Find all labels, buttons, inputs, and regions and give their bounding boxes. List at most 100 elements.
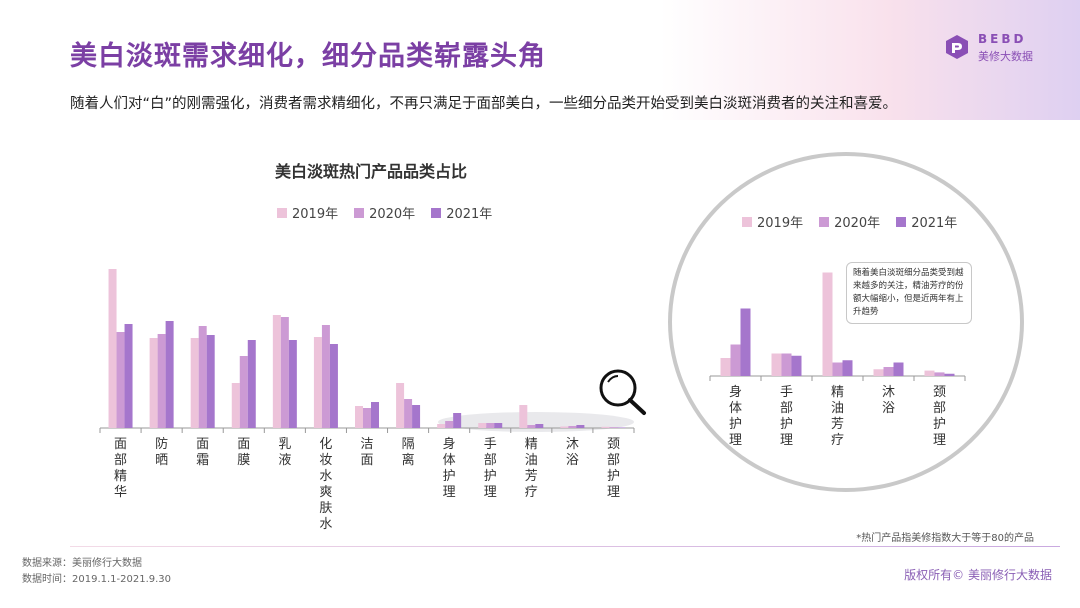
bar-2021年-颈部护理 bbox=[617, 427, 626, 428]
footer-divider bbox=[70, 546, 1060, 547]
bar-2021年-精油芳疗 bbox=[535, 424, 544, 428]
legend-item-2020: 2020年 bbox=[354, 203, 415, 222]
bar-2021年-手部护理 bbox=[494, 423, 503, 428]
bar-2020年-沐浴 bbox=[568, 426, 577, 428]
bar-2021年-洁面 bbox=[371, 402, 379, 428]
bar-2019年-精油芳疗 bbox=[822, 272, 833, 376]
category-label: 化妆水爽肤水 bbox=[319, 437, 332, 532]
callout-annotation: 随着美白淡斑细分品类受到越来越多的关注，精油芳疗的份额大幅缩小，但是近两年有上升… bbox=[846, 262, 972, 324]
bar-2020年-精油芳疗 bbox=[832, 362, 843, 376]
bar-2020年-面膜 bbox=[239, 356, 248, 428]
bar-2021年-化妆水爽肤水 bbox=[329, 344, 338, 428]
bar-2020年-颈部护理 bbox=[609, 427, 618, 428]
category-label: 颈部护理 bbox=[933, 385, 946, 448]
legend-item-2020: 2020年 bbox=[819, 212, 880, 231]
bar-2021年-隔离 bbox=[412, 405, 421, 428]
bar-2021年-防晒 bbox=[165, 321, 174, 428]
bar-2019年-沐浴 bbox=[873, 369, 884, 376]
bar-2019年-隔离 bbox=[396, 383, 405, 428]
bar-2020年-乳液 bbox=[280, 317, 289, 428]
bar-2021年-手部护理 bbox=[791, 355, 802, 376]
bar-2019年-手部护理 bbox=[771, 353, 782, 376]
logo-text-en: BEBD bbox=[978, 32, 1027, 46]
header-decoration bbox=[660, 0, 1080, 120]
footnote: *热门产品指美修指数大于等于80的产品 bbox=[856, 533, 1034, 544]
bar-2020年-精油芳疗 bbox=[527, 425, 536, 428]
bar-2019年-颈部护理 bbox=[924, 370, 935, 376]
legend-label: 2020年 bbox=[369, 207, 416, 222]
bar-2020年-面部精华 bbox=[116, 332, 125, 428]
legend-item-2021: 2021年 bbox=[431, 203, 492, 222]
legend-label: 2019年 bbox=[292, 207, 339, 222]
category-label: 沐浴 bbox=[882, 385, 895, 416]
legend-label: 2021年 bbox=[911, 216, 958, 231]
bar-2020年-手部护理 bbox=[486, 423, 495, 428]
magnifier-icon bbox=[599, 369, 646, 415]
bar-2019年-乳液 bbox=[272, 315, 281, 428]
bar-2019年-面部精华 bbox=[108, 269, 117, 428]
category-label: 防晒 bbox=[155, 436, 168, 468]
category-label: 隔离 bbox=[402, 437, 415, 468]
bar-2020年-隔离 bbox=[404, 399, 413, 428]
bar-2021年-身体护理 bbox=[740, 308, 751, 376]
bar-2020年-沐浴 bbox=[883, 367, 894, 376]
copyright: 版权所有© 美丽修行大数据 bbox=[904, 568, 1052, 582]
bar-2020年-手部护理 bbox=[781, 353, 792, 376]
brand-logo: BEBD 美修大数据 bbox=[944, 32, 1054, 66]
source-line: 数据来源：美丽修行大数据 bbox=[22, 558, 142, 569]
category-label: 面膜 bbox=[237, 437, 250, 468]
bar-2020年-化妆水爽肤水 bbox=[321, 325, 330, 428]
bar-2021年-乳液 bbox=[288, 340, 297, 428]
category-label: 身体护理 bbox=[729, 384, 742, 448]
bar-2021年-面膜 bbox=[247, 340, 256, 428]
category-label: 面部精华 bbox=[114, 437, 127, 500]
category-label: 手部护理 bbox=[484, 437, 497, 500]
category-label: 洁面 bbox=[360, 437, 373, 468]
legend-swatch-2021 bbox=[431, 207, 442, 218]
bar-2021年-精油芳疗 bbox=[842, 360, 853, 376]
legend-label: 2019年 bbox=[757, 216, 804, 231]
category-label: 面霜 bbox=[196, 437, 209, 468]
bar-2021年-颈部护理 bbox=[944, 373, 955, 376]
bar-2019年-身体护理 bbox=[720, 358, 731, 376]
bar-2021年-身体护理 bbox=[453, 413, 462, 428]
logo-text-cn: 美修大数据 bbox=[978, 50, 1033, 63]
bar-2019年-面膜 bbox=[231, 383, 240, 428]
category-label: 精油芳疗 bbox=[831, 385, 844, 448]
legend-swatch-2020 bbox=[819, 216, 830, 227]
page-title: 美白淡斑需求细化，细分品类崭露头角 bbox=[70, 41, 546, 72]
category-label: 沐浴 bbox=[566, 437, 579, 468]
legend-swatch-2021 bbox=[896, 216, 907, 227]
legend-item-2021: 2021年 bbox=[896, 212, 957, 231]
category-label: 乳液 bbox=[278, 437, 291, 468]
category-label: 身体护理 bbox=[443, 436, 456, 500]
logo-mark-icon bbox=[946, 35, 968, 59]
bar-2020年-颈部护理 bbox=[934, 372, 945, 376]
bar-2020年-身体护理 bbox=[730, 344, 741, 376]
bar-2019年-精油芳疗 bbox=[519, 405, 528, 428]
bar-2021年-面霜 bbox=[206, 335, 215, 428]
source-date-line: 数据时间：2019.1.1-2021.9.30 bbox=[22, 574, 172, 585]
legend-label: 2020年 bbox=[834, 216, 881, 231]
bar-2019年-颈部护理 bbox=[601, 426, 610, 428]
bar-2019年-化妆水爽肤水 bbox=[313, 337, 322, 428]
bar-2019年-洁面 bbox=[355, 406, 363, 428]
bar-2020年-身体护理 bbox=[445, 421, 454, 428]
bar-2020年-防晒 bbox=[157, 334, 166, 428]
legend-swatch-2019 bbox=[742, 216, 752, 227]
zoom-chart-legend: 2019年 2020年 2021年 bbox=[742, 212, 957, 231]
category-label: 颈部护理 bbox=[607, 437, 620, 500]
legend-item-2019: 2019年 bbox=[277, 203, 338, 222]
category-label: 手部护理 bbox=[780, 385, 793, 448]
bar-2019年-面霜 bbox=[190, 338, 199, 428]
bar-2019年-沐浴 bbox=[560, 426, 569, 428]
bar-2020年-洁面 bbox=[363, 408, 371, 428]
legend-swatch-2019 bbox=[277, 207, 287, 218]
legend-label: 2021年 bbox=[446, 207, 493, 222]
main-chart-legend: 2019年 2020年 2021年 bbox=[277, 203, 492, 222]
page-subtitle: 随着人们对“白”的刚需强化，消费者需求精细化，不再只满足于面部美白，一些细分品类… bbox=[70, 96, 898, 112]
data-source: 数据来源：美丽修行大数据 数据时间：2019.1.1-2021.9.30 bbox=[22, 556, 171, 588]
bar-2020年-面霜 bbox=[198, 326, 207, 428]
